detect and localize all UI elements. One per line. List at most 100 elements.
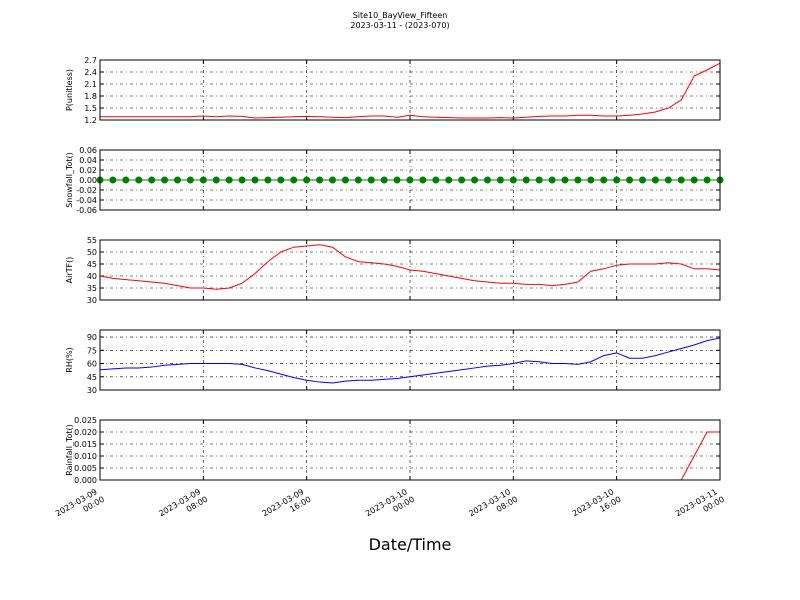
data-point <box>703 176 711 184</box>
data-point <box>419 176 427 184</box>
axes-frame <box>99 59 721 121</box>
data-point <box>496 176 504 184</box>
data-point <box>613 176 621 184</box>
y-tick-label: 2.7 <box>84 56 97 65</box>
data-point <box>651 176 659 184</box>
x-tick-label: 2023-03-10 08:00 <box>467 486 519 527</box>
data-point <box>484 176 491 184</box>
y-tick-label: 90 <box>87 333 97 342</box>
data-point <box>186 176 194 184</box>
y-tick-label: 1.8 <box>84 92 97 101</box>
data-point <box>277 176 285 184</box>
data-point <box>354 176 362 184</box>
y-tick-label: 1.5 <box>84 104 97 113</box>
y-tick-label: 0.010 <box>74 452 97 461</box>
data-point <box>174 176 181 184</box>
y-tick-label: 0.000 <box>74 476 97 485</box>
y-tick-label: 60 <box>87 360 97 369</box>
axes-frame <box>99 329 721 391</box>
y-tick-label: 0.00 <box>79 176 97 185</box>
data-line <box>100 62 721 119</box>
y-axis-label: Snowfall_Tot() <box>65 152 74 208</box>
y-tick-label: 0.020 <box>74 428 97 437</box>
data-point <box>471 176 479 184</box>
y-tick-label: 50 <box>87 248 97 257</box>
data-point <box>122 176 130 184</box>
data-point <box>445 176 453 184</box>
data-point <box>238 176 246 184</box>
data-point <box>264 176 272 184</box>
data-point <box>393 176 401 184</box>
y-tick-label: 0.06 <box>79 146 97 155</box>
data-point <box>380 176 388 184</box>
data-point <box>212 176 220 184</box>
data-point <box>677 176 685 184</box>
y-tick-label: 75 <box>87 346 97 355</box>
data-point <box>316 176 324 184</box>
y-tick-label: 0.02 <box>79 166 97 175</box>
chart-subtitle: 2023-03-11 - (2023-070) <box>350 21 449 30</box>
data-point <box>290 176 298 184</box>
data-point <box>251 176 259 184</box>
y-tick-label: 0.005 <box>74 464 97 473</box>
y-tick-label: 45 <box>87 373 97 382</box>
y-tick-label: 1.2 <box>84 116 97 125</box>
y-tick-label: 45 <box>87 260 97 269</box>
data-point <box>561 176 569 184</box>
data-point <box>135 176 143 184</box>
y-tick-label: -0.02 <box>76 186 97 195</box>
data-point <box>161 176 169 184</box>
data-point <box>148 176 156 184</box>
data-point <box>548 176 556 184</box>
y-tick-label: 30 <box>87 386 97 395</box>
data-point <box>458 176 466 184</box>
y-tick-label: 40 <box>87 272 97 281</box>
data-point <box>509 176 517 184</box>
data-point <box>225 176 233 184</box>
data-point <box>690 176 698 184</box>
x-tick-label: 2023-03-10 00:00 <box>364 486 416 527</box>
y-axis-label: RH(%) <box>65 347 74 372</box>
chart-title: Site10_BayView_Fifteen <box>353 11 448 20</box>
x-axis-label: Date/Time <box>369 535 452 554</box>
data-point <box>341 176 349 184</box>
data-point <box>522 176 530 184</box>
x-tick-label: 2023-03-11 00:00 <box>674 486 726 527</box>
data-point <box>574 176 582 184</box>
y-tick-label: 0.04 <box>79 156 97 165</box>
axes-frame <box>99 239 721 301</box>
y-tick-label: -0.06 <box>76 206 97 215</box>
data-point <box>406 176 414 184</box>
y-tick-label: -0.04 <box>76 196 97 205</box>
y-axis-label: Rainfall_Tot() <box>65 424 74 476</box>
data-point <box>600 176 608 184</box>
axes-frame <box>99 149 721 211</box>
y-axis-label: P(unitless) <box>65 69 74 111</box>
y-tick-label: 0.015 <box>74 440 97 449</box>
data-point <box>109 176 117 184</box>
x-tick-label: 2023-03-10 16:00 <box>571 486 623 527</box>
data-point <box>329 176 336 184</box>
data-line <box>99 244 721 290</box>
y-tick-label: 0.025 <box>74 416 97 425</box>
y-tick-label: 2.1 <box>84 80 97 89</box>
y-axis-label: AirTF() <box>65 257 74 284</box>
axes-frame <box>99 419 721 481</box>
data-point <box>587 176 595 184</box>
data-point <box>664 176 672 184</box>
data-point <box>639 176 646 184</box>
y-tick-label: 55 <box>87 236 97 245</box>
data-point <box>367 176 375 184</box>
x-tick-label: 2023-03-09 08:00 <box>157 486 209 527</box>
data-point <box>303 176 311 184</box>
x-tick-label: 2023-03-09 00:00 <box>54 486 106 527</box>
data-point <box>626 176 634 184</box>
data-point <box>199 176 207 184</box>
data-line <box>99 337 721 384</box>
y-tick-label: 30 <box>87 296 97 305</box>
data-point <box>432 176 440 184</box>
y-tick-label: 2.4 <box>84 68 97 77</box>
y-tick-label: 35 <box>87 284 97 293</box>
data-point <box>535 176 543 184</box>
